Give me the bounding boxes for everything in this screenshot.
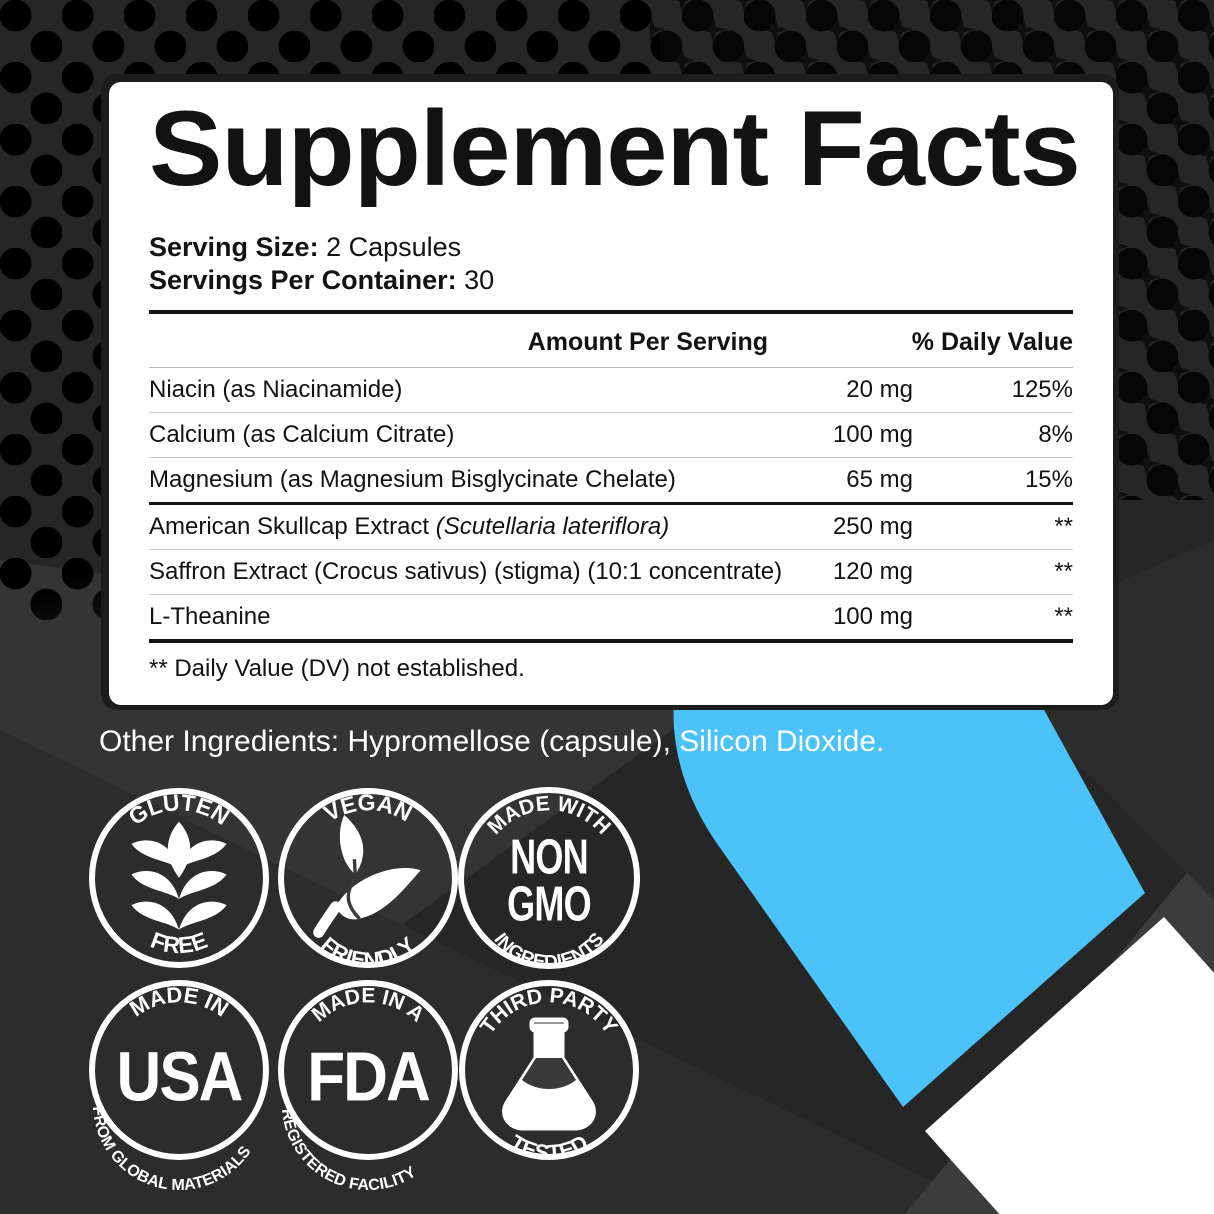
svg-text:TESTED: TESTED <box>506 1130 593 1166</box>
svg-text:FREE: FREE <box>147 927 210 959</box>
svg-text:FROM GLOBAL MATERIALS: FROM GLOBAL MATERIALS <box>89 1105 255 1194</box>
svg-text:MADE IN: MADE IN <box>125 982 233 1021</box>
svg-text:GMO: GMO <box>507 877 591 932</box>
svg-text:INGREDIENTS: INGREDIENTS <box>489 929 608 973</box>
svg-text:FRIENDLY: FRIENDLY <box>316 932 420 973</box>
svg-text:FDA: FDA <box>307 1037 429 1115</box>
svg-text:USA: USA <box>117 1037 242 1115</box>
